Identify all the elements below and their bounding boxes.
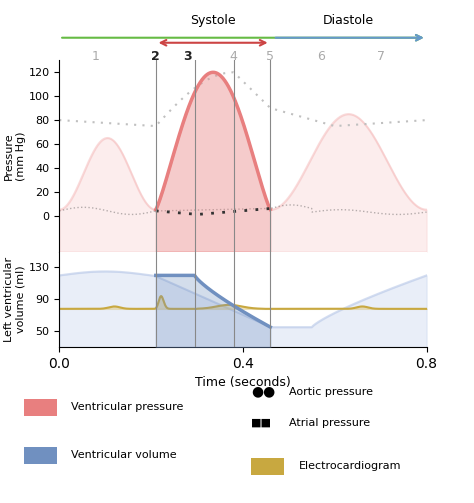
Text: 3: 3	[183, 50, 192, 63]
Text: 1: 1	[92, 50, 100, 63]
FancyBboxPatch shape	[24, 447, 57, 464]
Text: 2: 2	[151, 50, 160, 63]
Text: Systole: Systole	[190, 14, 236, 27]
X-axis label: Time (seconds): Time (seconds)	[195, 376, 291, 389]
Text: 5: 5	[266, 50, 274, 63]
Text: ■■: ■■	[251, 417, 272, 428]
Text: Aortic pressure: Aortic pressure	[289, 387, 373, 397]
Text: Electrocardiogram: Electrocardiogram	[299, 461, 401, 471]
Y-axis label: Pressure
(mm Hg): Pressure (mm Hg)	[4, 131, 26, 181]
FancyBboxPatch shape	[251, 458, 284, 475]
Text: 7: 7	[377, 50, 385, 63]
Text: Atrial pressure: Atrial pressure	[289, 417, 370, 428]
Text: Diastole: Diastole	[323, 14, 374, 27]
Y-axis label: Left ventricular
volume (ml): Left ventricular volume (ml)	[4, 257, 26, 342]
Text: Ventricular pressure: Ventricular pressure	[71, 402, 183, 412]
Text: ●●: ●●	[251, 385, 275, 399]
FancyBboxPatch shape	[24, 399, 57, 415]
Text: 6: 6	[317, 50, 325, 63]
Text: 4: 4	[230, 50, 237, 63]
Text: Ventricular volume: Ventricular volume	[71, 450, 177, 460]
